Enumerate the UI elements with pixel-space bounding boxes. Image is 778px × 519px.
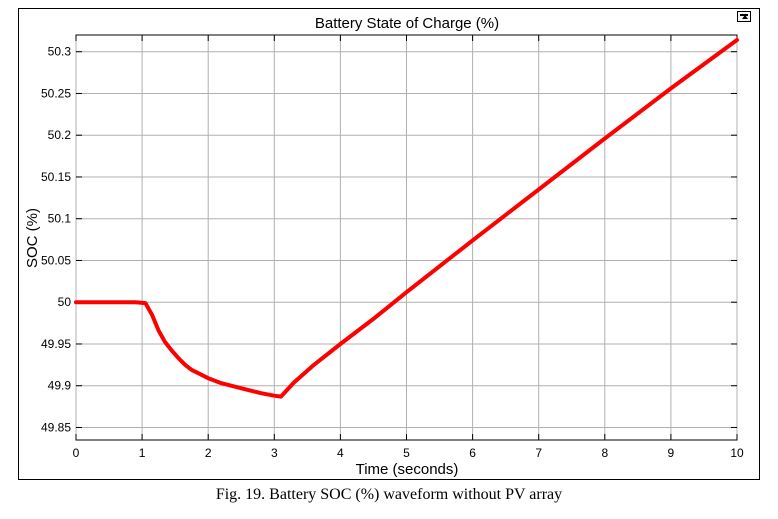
x-tick-label: 5	[403, 446, 410, 460]
y-tick-label: 50.2	[48, 128, 72, 142]
x-tick-label: 2	[205, 446, 212, 460]
y-tick-label: 49.95	[41, 337, 71, 351]
figure-caption: Fig. 19. Battery SOC (%) waveform withou…	[215, 486, 563, 503]
y-tick-label: 50.15	[41, 170, 71, 184]
y-tick-label: 49.9	[48, 379, 72, 393]
y-tick-label: 50.3	[48, 45, 72, 59]
undock-arrow-icon[interactable]	[737, 11, 751, 22]
x-tick-label: 6	[469, 446, 476, 460]
y-tick-label: 50.25	[41, 86, 71, 100]
x-tick-label: 10	[730, 446, 744, 460]
line-layer	[74, 38, 739, 399]
y-tick-label: 50.05	[41, 253, 71, 267]
x-axis-label: Time (seconds)	[356, 461, 459, 478]
x-tick-label: 1	[139, 446, 146, 460]
x-tick-label: 7	[535, 446, 542, 460]
soc-series-line	[74, 38, 739, 399]
x-tick-label: 8	[601, 446, 608, 460]
x-tick-label: 4	[337, 446, 344, 460]
grid-layer	[75, 35, 738, 440]
tick-layer: 0 1 2 3 4 5 6 7 8 9 10 49.85 49.9 49.95 50 50.05 50.1 50.…	[41, 35, 744, 460]
y-axis-label: SOC (%)	[24, 208, 41, 268]
x-tick-label: 9	[668, 446, 675, 460]
x-tick-label: 0	[73, 446, 80, 460]
y-tick-label: 49.85	[41, 420, 71, 434]
y-tick-label: 50	[58, 295, 72, 309]
y-tick-label: 50.1	[48, 212, 72, 226]
x-tick-label: 3	[271, 446, 278, 460]
chart-title: Battery State of Charge (%)	[315, 15, 499, 32]
